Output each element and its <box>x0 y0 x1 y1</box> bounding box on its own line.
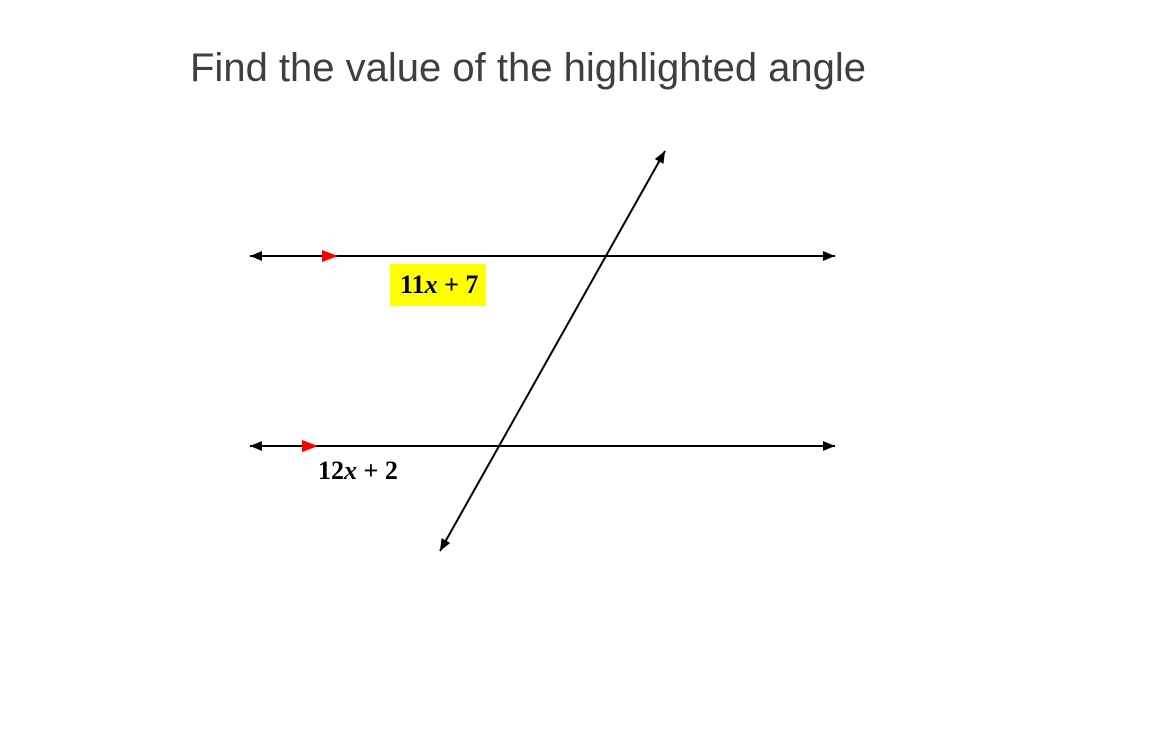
angle-label-bottom: 12x + 2 <box>318 456 398 486</box>
angle-label-top: 11x + 7 <box>390 264 486 306</box>
variable: x <box>425 270 438 299</box>
sign: + <box>364 456 379 485</box>
variable: x <box>344 456 357 485</box>
sign: + <box>444 270 459 299</box>
const: 2 <box>385 456 398 485</box>
coef: 12 <box>318 456 344 485</box>
const: 7 <box>465 270 478 299</box>
diagram-svg <box>230 146 870 576</box>
question-prompt: Find the value of the highlighted angle <box>190 40 890 96</box>
geometry-diagram: 11x + 7 12x + 2 <box>230 146 870 576</box>
coef: 11 <box>400 270 425 299</box>
